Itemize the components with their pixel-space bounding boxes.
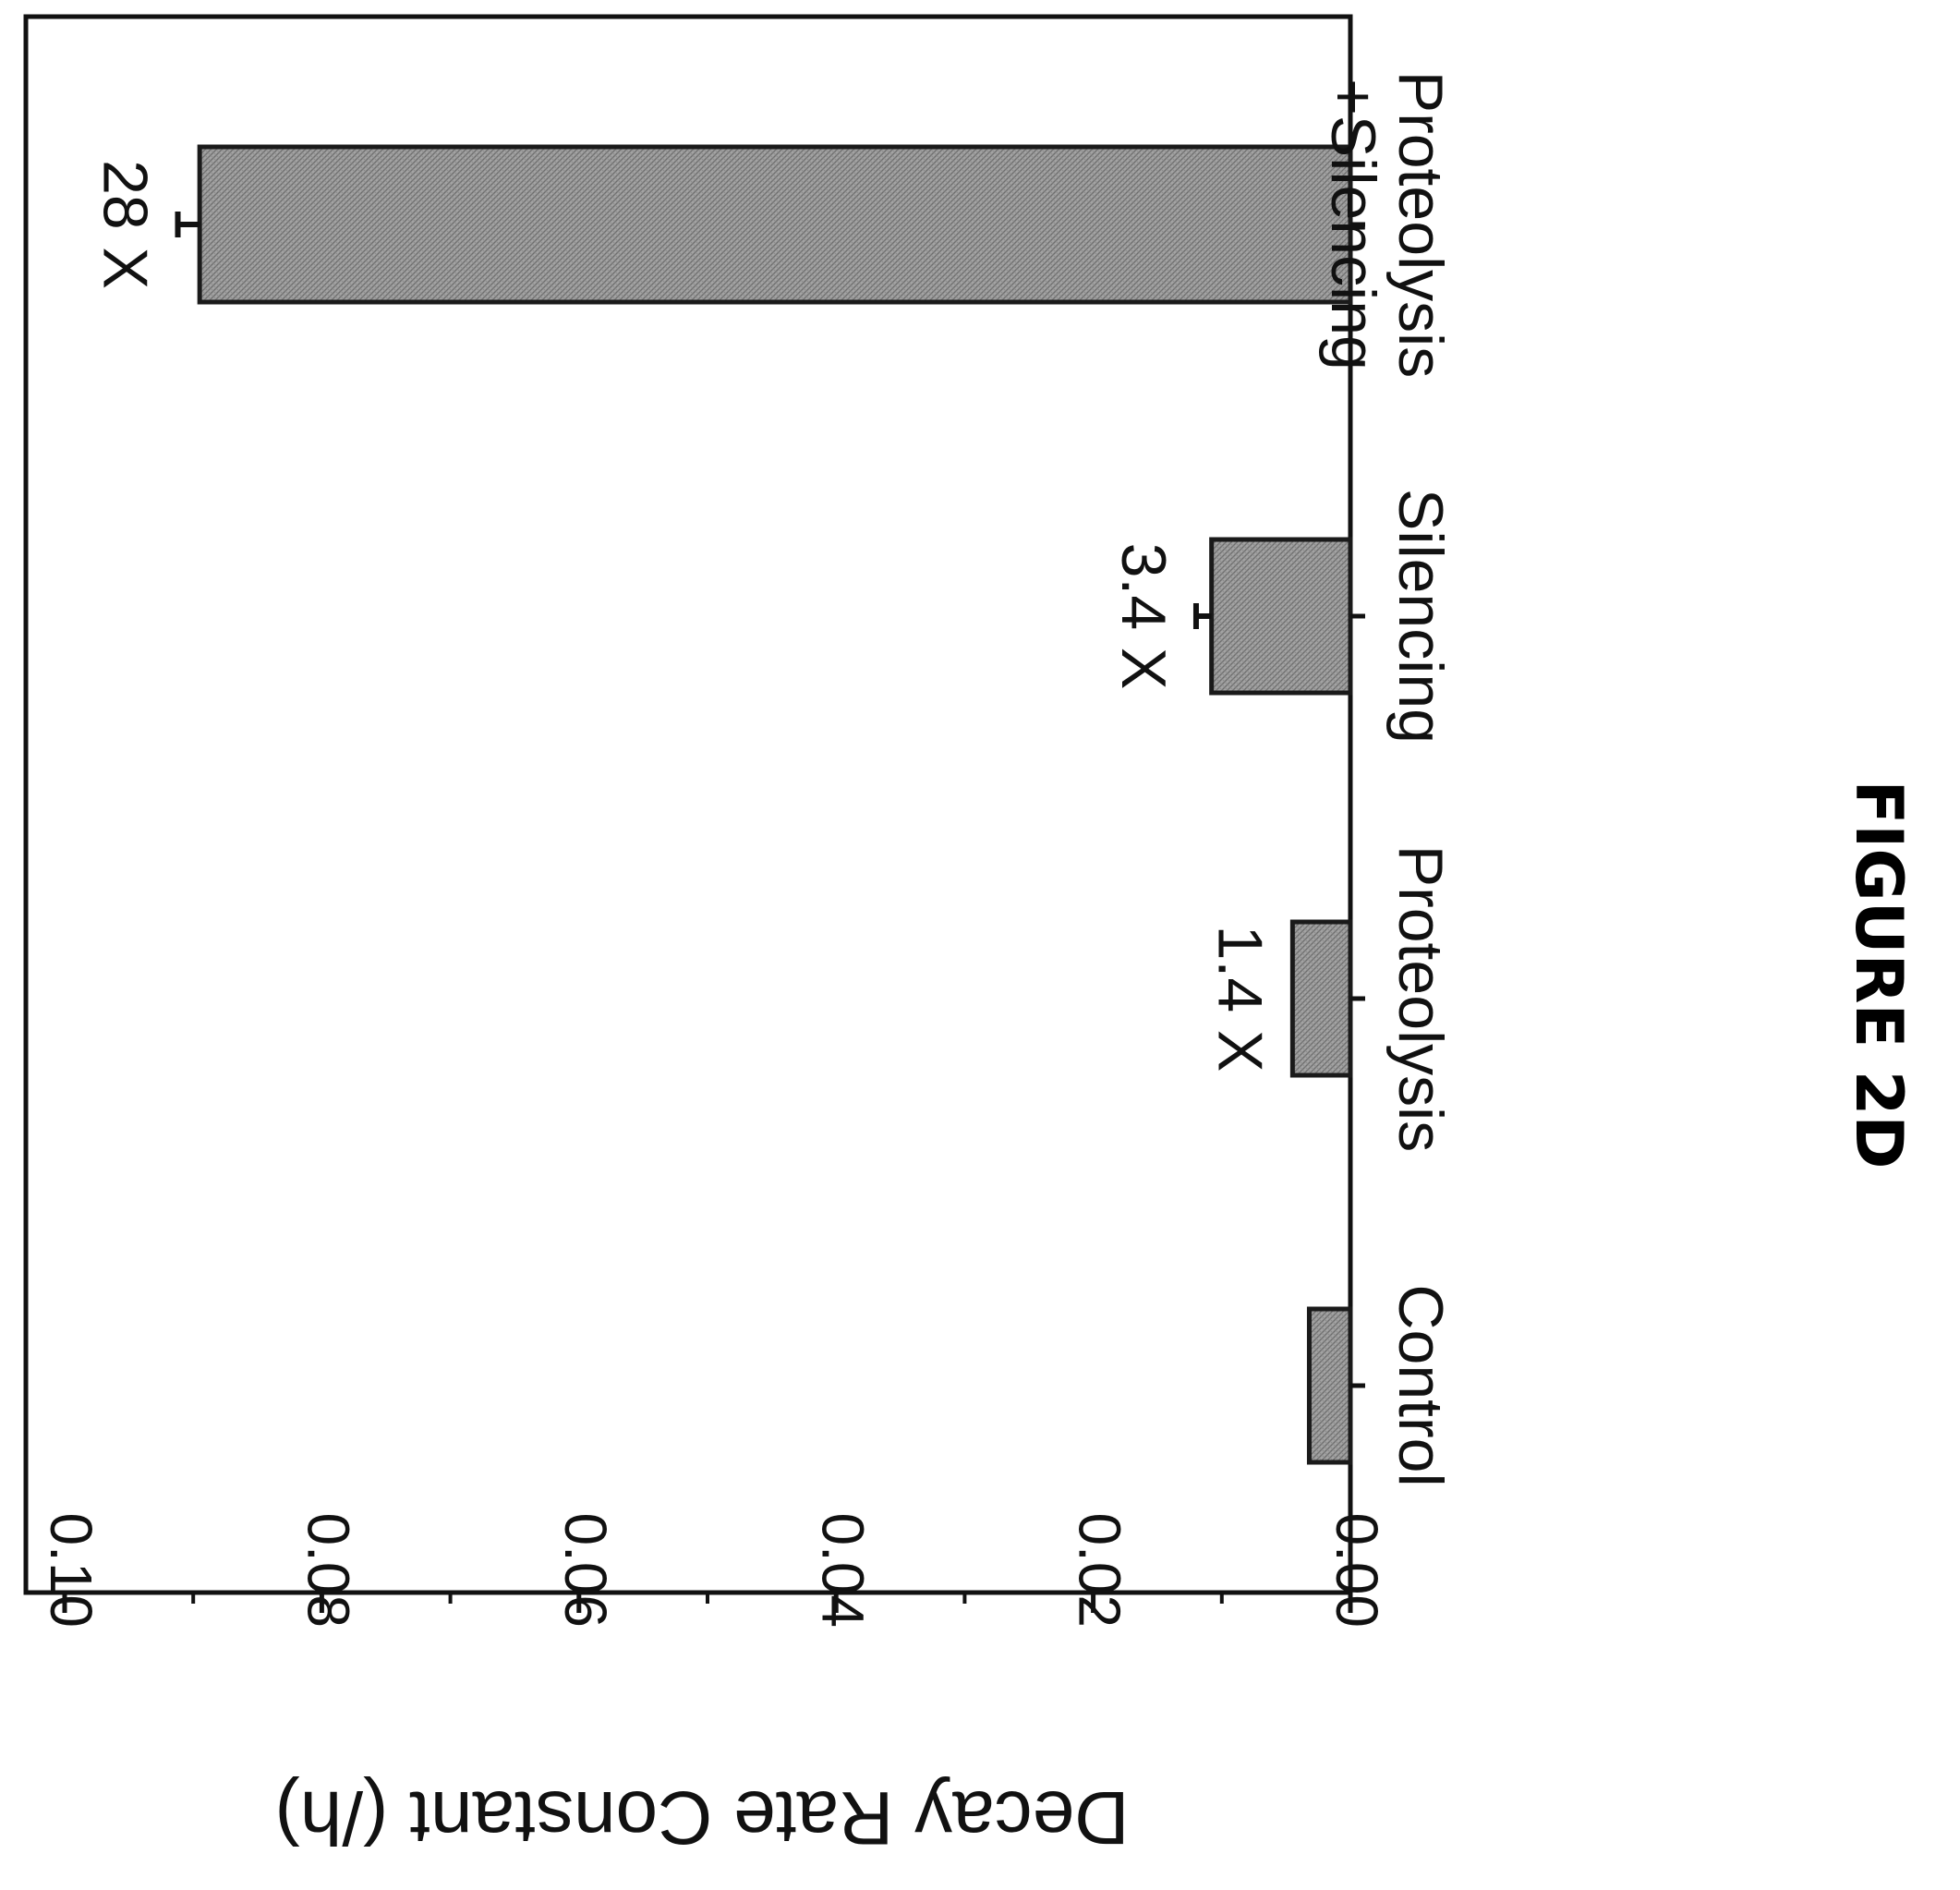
- bar-annotation: 28 X: [91, 160, 161, 289]
- category-label-line: Proteolysis: [1385, 845, 1456, 1153]
- figure-label: FIGURE 2D: [1841, 780, 1917, 1169]
- y-tick-label: 0.00: [1324, 1512, 1390, 1628]
- bar: [1209, 537, 1353, 696]
- y-tick-label: 0.04: [809, 1512, 876, 1628]
- y-axis-title: Decay Rate Constant (/h): [274, 1775, 1129, 1860]
- category-label: Control: [1385, 1284, 1456, 1486]
- plot-area: [23, 14, 1353, 1595]
- bar: [1306, 1306, 1353, 1465]
- bar-annotation: 1.4 X: [1204, 926, 1275, 1072]
- bars: [175, 144, 1365, 1465]
- labels: Control 1.4 X Proteolysis 3.4 X Silencing 28 …: [91, 71, 1457, 1487]
- y-tick-label: 0.06: [552, 1512, 619, 1628]
- bar-annotation: 3.4 X: [1108, 543, 1179, 690]
- category-label-line: +Silencing: [1318, 79, 1388, 370]
- y-tick-label: 0.10: [38, 1512, 104, 1628]
- plot-frame: [23, 14, 1353, 1595]
- category-label-line: Proteolysis: [1385, 71, 1456, 379]
- bar: [197, 144, 1353, 305]
- category-label: Proteolysis: [1385, 845, 1456, 1153]
- y-tick-label: 0.08: [295, 1512, 361, 1628]
- category-label: Silencing: [1385, 489, 1456, 744]
- bar: [1289, 919, 1353, 1078]
- category-label: Proteolysis+Silencing: [1318, 71, 1456, 379]
- category-label-line: Control: [1385, 1284, 1456, 1486]
- y-tick-label: 0.02: [1067, 1512, 1133, 1628]
- y-axis-ticks: 0.00 0.02 0.04 0.06 0.08 0.10: [38, 1512, 1390, 1628]
- category-label-line: Silencing: [1385, 489, 1456, 744]
